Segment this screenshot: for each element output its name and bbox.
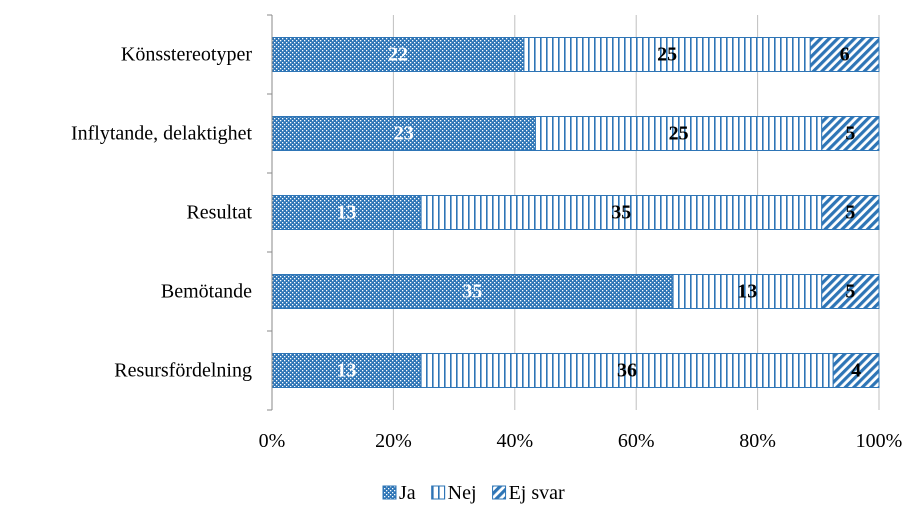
x-tick-label: 20% <box>375 430 412 452</box>
bar-nej-bemotande <box>672 274 823 309</box>
category-label-konsstereotyper: Könsstereotyper <box>121 44 252 66</box>
category-label-bemotande: Bemötande <box>161 281 252 303</box>
data-label-ej-svar: 6 <box>840 44 850 66</box>
data-label-nej: 25 <box>657 44 677 66</box>
data-label-nej: 13 <box>737 281 757 303</box>
legend-swatch-ej-svar <box>492 485 507 500</box>
data-label-ja: 23 <box>394 123 414 145</box>
data-label-nej: 35 <box>611 202 631 224</box>
axes: 0% 20% 40% 60% 80% 100% <box>259 14 903 452</box>
bar-ej-svar-resursfordelning <box>832 353 880 388</box>
data-label-nej: 25 <box>669 123 689 145</box>
data-label-ej-svar: 4 <box>851 360 861 382</box>
x-tick-label: 60% <box>618 430 655 452</box>
category-label-resultat: Resultat <box>186 202 252 224</box>
legend: Ja Nej Ej svar <box>382 482 565 504</box>
category-label-resursfordelning: Resursfördelning <box>114 360 252 382</box>
labels: Könsstereotyper 22 25 6 Inflytande, delaktig… <box>71 44 861 382</box>
data-label-nej: 36 <box>617 360 637 382</box>
data-label-ej-svar: 5 <box>845 123 855 145</box>
bar-ej-svar-bemotande <box>821 274 880 309</box>
legend-label-ja: Ja <box>399 482 416 504</box>
bar-ej-svar-resultat <box>821 195 880 230</box>
x-tick-label: 100% <box>856 430 903 452</box>
bar-nej-inflytande-delaktighet <box>534 116 823 151</box>
data-label-ja: 22 <box>388 44 408 66</box>
legend-label-nej: Nej <box>448 482 477 504</box>
data-label-ja: 13 <box>336 202 356 224</box>
bar-ej-svar-konsstereotyper <box>809 37 880 72</box>
x-tick-label: 80% <box>739 430 776 452</box>
bars <box>271 37 880 388</box>
bar-nej-konsstereotyper <box>523 37 811 72</box>
data-label-ja: 13 <box>336 360 356 382</box>
x-tick-label: 0% <box>259 430 286 452</box>
x-tick-label: 40% <box>496 430 533 452</box>
legend-swatch-ja <box>382 485 397 500</box>
bar-ja-konsstereotyper <box>271 37 525 72</box>
data-label-ja: 35 <box>462 281 482 303</box>
bar-ej-svar-inflytande-delaktighet <box>821 116 880 151</box>
category-label-inflytande-delaktighet: Inflytande, delaktighet <box>71 123 252 145</box>
bar-ja-resultat <box>271 195 422 230</box>
legend-swatch-nej <box>431 485 446 500</box>
data-label-ej-svar: 5 <box>845 281 855 303</box>
data-label-ej-svar: 5 <box>845 202 855 224</box>
legend-label-ej-svar: Ej svar <box>509 482 565 504</box>
